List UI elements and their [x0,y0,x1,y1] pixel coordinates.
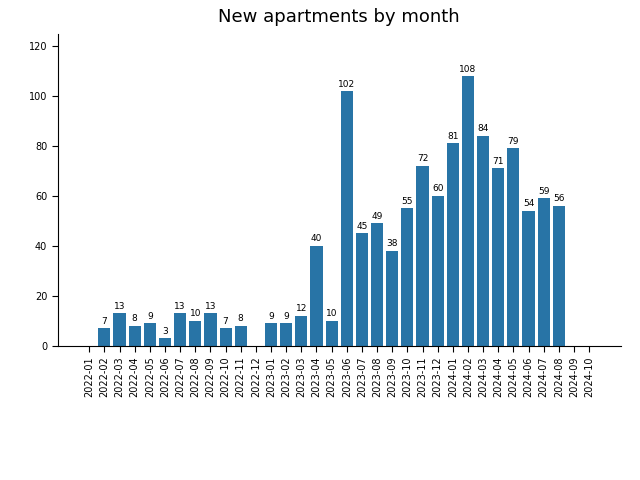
Bar [235,325,247,346]
Text: 55: 55 [402,197,413,206]
Text: 7: 7 [223,317,228,325]
Text: 12: 12 [296,304,307,313]
Bar [431,196,444,346]
Bar [356,233,368,346]
Text: 71: 71 [493,157,504,166]
Text: 56: 56 [553,194,564,204]
Bar [477,136,489,346]
Bar [189,321,202,346]
Bar [204,313,216,346]
Text: 9: 9 [147,312,153,321]
Text: 3: 3 [162,326,168,336]
Text: 45: 45 [356,222,367,231]
Bar [522,211,534,346]
Bar [220,328,232,346]
Text: 10: 10 [189,309,201,318]
Bar [144,323,156,346]
Bar [492,168,504,346]
Bar [553,206,565,346]
Bar [447,144,459,346]
Text: 72: 72 [417,155,428,163]
Bar [401,208,413,346]
Text: 9: 9 [268,312,274,321]
Bar [174,313,186,346]
Bar [371,223,383,346]
Title: New apartments by month: New apartments by month [218,9,460,26]
Text: 13: 13 [205,301,216,311]
Text: 81: 81 [447,132,458,141]
Bar [265,323,277,346]
Text: 8: 8 [238,314,244,323]
Text: 54: 54 [523,199,534,208]
Bar [310,246,323,346]
Bar [508,148,520,346]
Bar [417,166,429,346]
Text: 84: 84 [477,124,489,133]
Text: 7: 7 [102,317,108,325]
Bar [295,316,307,346]
Bar [462,76,474,346]
Text: 49: 49 [371,212,383,221]
Bar [326,321,338,346]
Bar [280,323,292,346]
Text: 79: 79 [508,137,519,146]
Text: 102: 102 [338,80,355,88]
Bar [538,198,550,346]
Text: 10: 10 [326,309,337,318]
Text: 59: 59 [538,187,550,196]
Bar [159,338,171,346]
Text: 9: 9 [284,312,289,321]
Bar [113,313,125,346]
Text: 108: 108 [460,64,477,73]
Bar [129,325,141,346]
Text: 13: 13 [174,301,186,311]
Text: 38: 38 [387,239,398,248]
Text: 13: 13 [114,301,125,311]
Text: 60: 60 [432,184,444,193]
Text: 8: 8 [132,314,138,323]
Bar [340,91,353,346]
Text: 40: 40 [311,234,322,243]
Bar [386,251,398,346]
Bar [99,328,111,346]
